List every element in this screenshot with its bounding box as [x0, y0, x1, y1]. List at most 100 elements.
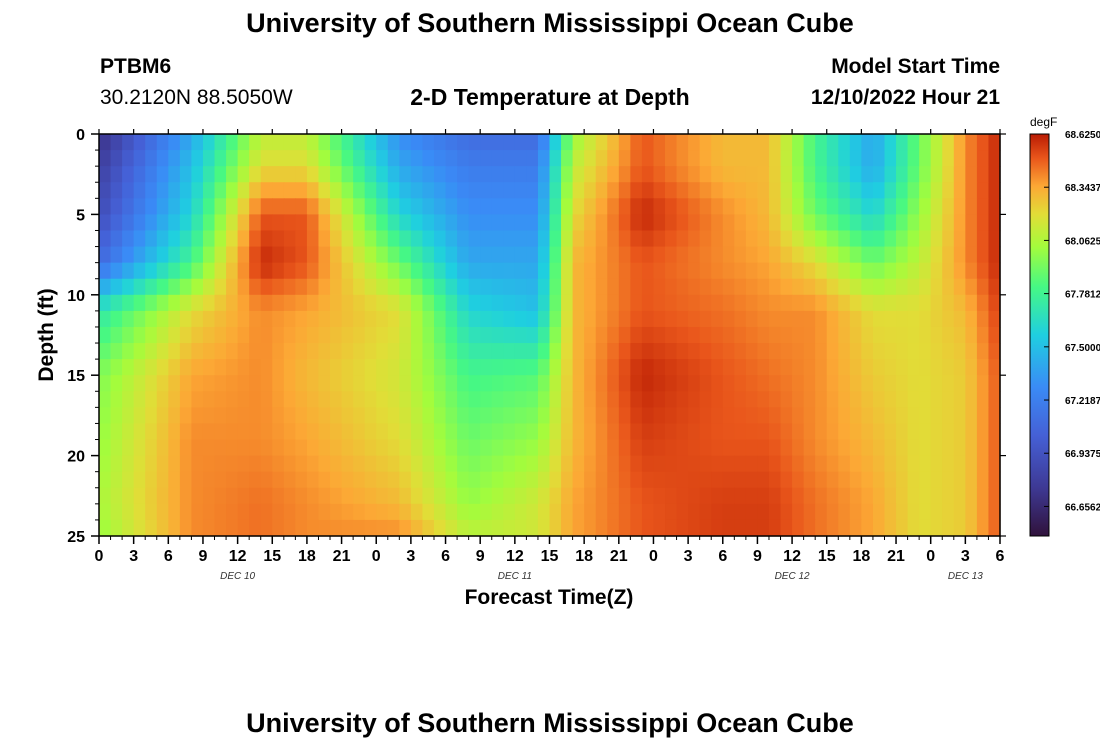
heatmap-cell — [780, 391, 793, 408]
heatmap-cell — [688, 439, 701, 457]
heatmap-cell — [572, 262, 585, 280]
y-tick-label: 20 — [67, 449, 85, 466]
heatmap-cell — [653, 423, 666, 441]
heatmap-cell — [722, 407, 735, 425]
heatmap-cell — [757, 310, 770, 328]
heatmap-cell — [572, 423, 585, 441]
heatmap-cell — [387, 439, 400, 457]
heatmap-cell — [179, 262, 193, 280]
heatmap-cell — [191, 471, 204, 489]
heatmap-cell — [283, 487, 296, 505]
heatmap-cell — [988, 359, 1001, 376]
heatmap-cell — [468, 471, 481, 489]
heatmap-cell — [480, 230, 493, 248]
heatmap-cell — [514, 391, 527, 408]
heatmap-cell — [99, 246, 112, 264]
heatmap-cell — [376, 391, 389, 408]
heatmap-cell — [826, 439, 839, 457]
heatmap-cell — [826, 326, 839, 344]
heatmap-cell — [595, 455, 608, 473]
heatmap-cell — [884, 278, 897, 296]
heatmap-cell — [699, 375, 712, 392]
heatmap-cell — [653, 230, 666, 248]
heatmap-cell — [792, 359, 805, 376]
heatmap-cell — [330, 150, 343, 167]
heatmap-cell — [641, 278, 655, 296]
heatmap-cell — [942, 262, 955, 280]
heatmap-cell — [676, 359, 689, 376]
heatmap-cell — [688, 294, 701, 312]
heatmap-cell — [942, 503, 955, 521]
heatmap-cell — [572, 455, 585, 473]
colorbar-tick-label: 68.6250 — [1065, 130, 1100, 141]
heatmap-cell — [919, 503, 932, 521]
heatmap-cell — [780, 310, 793, 328]
heatmap-cell — [133, 343, 146, 360]
heatmap-cell — [272, 278, 285, 296]
heatmap-cell — [445, 246, 458, 264]
station-coordinates: 30.2120N 88.5050W — [100, 86, 293, 109]
heatmap-cell — [861, 407, 874, 425]
heatmap-cell — [711, 198, 724, 215]
heatmap-cell — [376, 519, 389, 537]
heatmap-cell — [561, 310, 574, 328]
heatmap-cell — [283, 423, 296, 441]
heatmap-cell — [318, 246, 331, 264]
heatmap-cell — [491, 423, 504, 441]
heatmap-cell — [376, 326, 389, 344]
heatmap-cell — [976, 262, 990, 280]
heatmap-cell — [341, 439, 354, 457]
heatmap-cell — [988, 294, 1001, 312]
heatmap-cell — [665, 519, 678, 537]
heatmap-cell — [803, 182, 816, 199]
heatmap-cell — [433, 407, 447, 425]
heatmap-cell — [237, 166, 250, 183]
heatmap-cell — [110, 439, 123, 457]
heatmap-cell — [665, 503, 678, 521]
heatmap-cell — [653, 278, 666, 296]
heatmap-cell — [745, 294, 759, 312]
heatmap-cell — [237, 407, 250, 425]
heatmap-cell — [653, 407, 666, 425]
heatmap-cell — [295, 214, 308, 232]
heatmap-cell — [757, 471, 770, 489]
heatmap-cell — [145, 519, 158, 537]
heatmap-cell — [988, 278, 1001, 296]
heatmap-cell — [711, 519, 724, 537]
heatmap-cell — [179, 455, 193, 473]
heatmap-cell — [549, 407, 562, 425]
heatmap-cell — [988, 455, 1001, 473]
heatmap-cell — [861, 343, 874, 360]
heatmap-cell — [745, 407, 759, 425]
y-tick-label: 10 — [67, 288, 85, 305]
heatmap-cell — [665, 407, 678, 425]
heatmap-cell — [491, 455, 504, 473]
heatmap-cell — [514, 407, 527, 425]
heatmap-cell — [722, 182, 735, 199]
date-label: DEC 12 — [775, 571, 810, 582]
heatmap-cell — [965, 230, 978, 248]
heatmap-cell — [815, 150, 828, 167]
heatmap-cell — [872, 134, 886, 151]
heatmap-cell — [572, 182, 585, 199]
heatmap-cell — [872, 407, 886, 425]
heatmap-cell — [722, 262, 735, 280]
heatmap-cell — [641, 519, 655, 537]
heatmap-cell — [341, 487, 354, 505]
heatmap-cell — [480, 326, 493, 344]
heatmap-cell — [526, 214, 539, 232]
heatmap-cell — [249, 294, 262, 312]
colorbar-tick-label: 67.7812 — [1065, 290, 1100, 301]
heatmap-cell — [110, 278, 123, 296]
heatmap-cell — [191, 182, 204, 199]
heatmap-cell — [618, 375, 631, 392]
heatmap-cell — [491, 230, 504, 248]
heatmap-cell — [110, 166, 123, 183]
heatmap-cell — [826, 262, 839, 280]
heatmap-cell — [433, 246, 447, 264]
heatmap-cell — [122, 503, 135, 521]
colorbar-tick-label: 66.6562 — [1065, 502, 1100, 513]
heatmap-cell — [330, 471, 343, 489]
heatmap-cell — [815, 375, 828, 392]
heatmap-cell — [803, 375, 816, 392]
